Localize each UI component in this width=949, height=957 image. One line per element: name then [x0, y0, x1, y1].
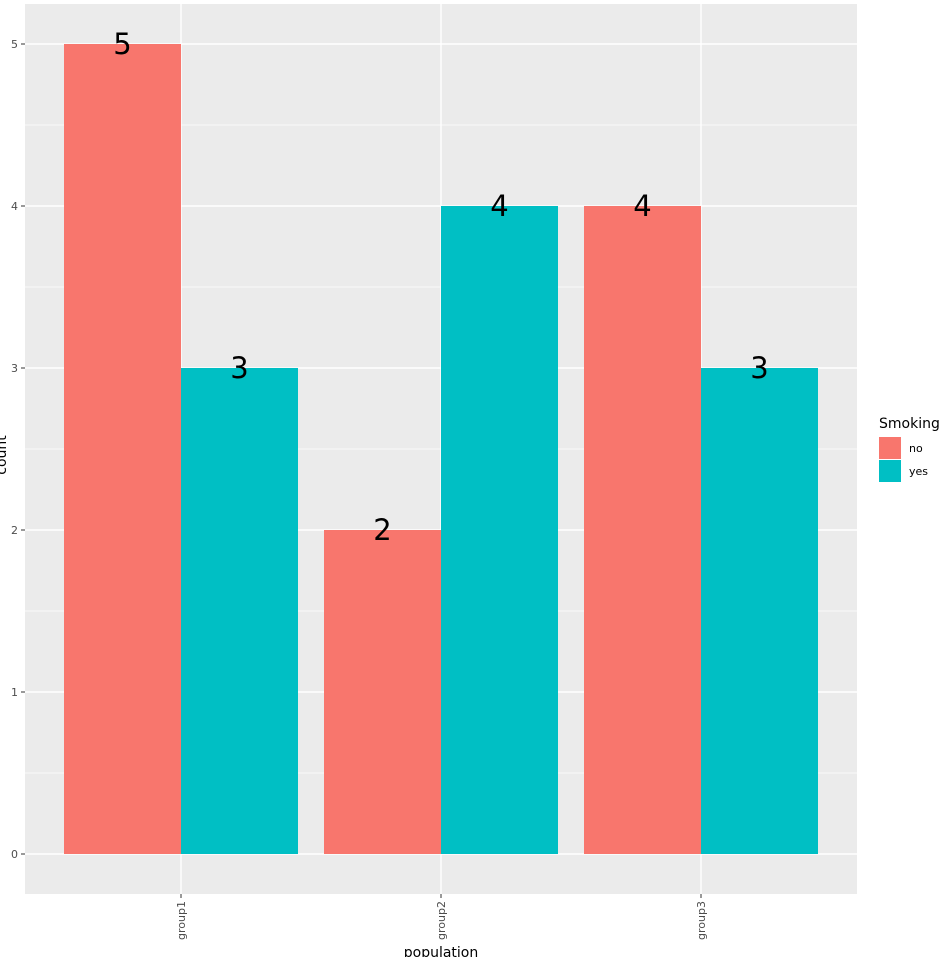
y-tick-label: 1 — [11, 686, 18, 699]
y-tick-label: 0 — [11, 848, 18, 861]
bar-group1-no — [64, 44, 181, 854]
x-tick-label-group2: group2 — [435, 901, 448, 940]
y-axis: 0 1 2 3 4 5 — [11, 38, 25, 861]
x-tick-label-group3: group3 — [695, 901, 708, 940]
legend-key-yes — [879, 460, 901, 482]
bar-group2-no — [324, 530, 441, 854]
bar-group2-yes — [441, 206, 558, 854]
x-tick-label-group1: group1 — [175, 901, 188, 940]
bar-group1-yes — [181, 368, 298, 854]
legend-label-no: no — [909, 442, 923, 455]
legend-label-yes: yes — [909, 465, 928, 478]
legend-key-no — [879, 437, 901, 459]
legend-title: Smoking — [879, 416, 940, 432]
data-label-group3-no: 4 — [633, 189, 651, 223]
data-label-group2-no: 2 — [373, 513, 391, 547]
bar-group3-no — [584, 206, 701, 854]
data-labels-layer: 5 3 2 4 4 3 — [113, 27, 768, 547]
data-label-group1-yes: 3 — [230, 351, 248, 385]
y-tick-label: 2 — [11, 524, 18, 537]
data-label-group1-no: 5 — [113, 27, 131, 61]
y-tick-label: 4 — [11, 200, 18, 213]
y-axis-title: count — [0, 435, 10, 475]
x-axis: group1 group2 group3 — [175, 894, 708, 940]
data-label-group3-yes: 3 — [750, 351, 768, 385]
x-axis-title: population — [404, 945, 479, 957]
y-tick-label: 3 — [11, 362, 18, 375]
y-tick-label: 5 — [11, 38, 18, 51]
bars-layer — [64, 44, 818, 854]
data-label-group2-yes: 4 — [490, 189, 508, 223]
bar-group3-yes — [701, 368, 818, 854]
legend: Smoking no yes — [879, 416, 940, 482]
